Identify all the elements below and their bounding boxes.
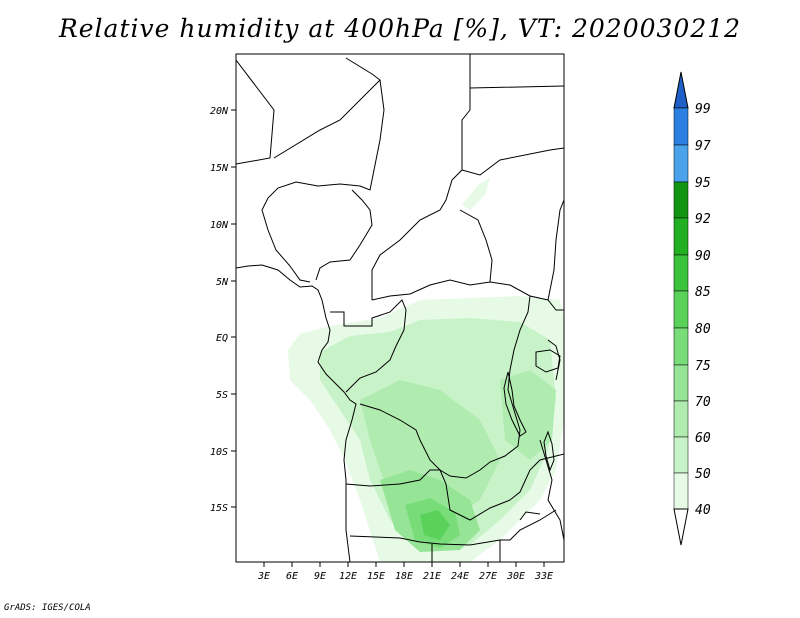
border-congo-drc xyxy=(330,299,407,393)
lat-label: 5N xyxy=(216,277,229,288)
lon-labels: 3E 6E 9E 12E 15E 18E 21E 24E 27E 30E 33E xyxy=(257,571,553,582)
colorbar-bottom-arrow xyxy=(673,508,689,546)
lake-victoria xyxy=(535,349,561,373)
lon-label: 12E xyxy=(339,571,357,582)
colorbar-swatch xyxy=(673,327,689,366)
border-drc-east xyxy=(359,295,531,479)
border-namibia-botswana xyxy=(349,509,557,562)
lon-label: 15E xyxy=(367,571,385,582)
coastline xyxy=(236,264,357,562)
border-chad-libya xyxy=(371,54,471,300)
colorbar-label: 92 xyxy=(695,212,711,227)
lat-label: 20N xyxy=(210,106,229,117)
lat-label: 15N xyxy=(210,163,229,174)
lon-label: 21E xyxy=(423,571,441,582)
border-angola-zambia xyxy=(345,453,564,521)
lon-label: 27E xyxy=(479,571,497,582)
colorbar-swatch xyxy=(673,144,689,183)
colorbar-top-arrow xyxy=(673,71,689,109)
border-car xyxy=(371,279,564,311)
humidity-area-east xyxy=(500,370,556,460)
colorbar-swatch xyxy=(673,400,689,438)
colorbar-label: 70 xyxy=(695,395,711,410)
colorbar-label: 99 xyxy=(695,102,711,117)
colorbar-swatch xyxy=(673,290,689,329)
colorbar-swatch xyxy=(673,472,689,510)
colorbar-label: 80 xyxy=(695,322,711,337)
border-tanzania-mozambique xyxy=(519,339,564,541)
colorbar-swatch xyxy=(673,254,689,292)
humidity-field xyxy=(288,178,564,562)
lake-tanganyika xyxy=(503,371,527,437)
colorbar-swatch xyxy=(673,436,689,474)
lon-label: 30E xyxy=(506,571,525,582)
lat-label: 15S xyxy=(210,503,228,514)
country-borders xyxy=(236,54,564,562)
border-niger-chad xyxy=(261,79,385,211)
lat-labels: 20N 15N 10N 5N EQ 5S 10S 15S xyxy=(210,106,229,514)
colorbar-label: 90 xyxy=(695,249,711,264)
border-sudan xyxy=(461,85,564,176)
lon-label: 6E xyxy=(286,571,298,582)
lon-label: 18E xyxy=(395,571,413,582)
colorbar-label: 95 xyxy=(695,176,711,191)
colorbar-label: 60 xyxy=(695,431,711,446)
lat-ticks xyxy=(231,109,236,508)
map-frame xyxy=(235,53,565,563)
colorbar-label: 50 xyxy=(695,467,711,482)
colorbar-label: 40 xyxy=(695,503,711,518)
lon-label: 3E xyxy=(257,571,270,582)
lon-ticks xyxy=(263,562,545,567)
lake-malawi xyxy=(543,430,555,472)
lat-label: 10N xyxy=(210,220,229,231)
colorbar-swatch xyxy=(673,107,689,146)
lat-label: 5S xyxy=(216,390,228,401)
colorbar-label: 97 xyxy=(695,139,711,154)
credit-text: GrADS: IGES/COLA xyxy=(4,603,91,613)
lat-label: 10S xyxy=(210,447,228,458)
border-south-sudan xyxy=(459,199,564,301)
lat-label: EQ xyxy=(216,333,228,344)
colorbar-label: 85 xyxy=(695,285,711,300)
colorbar-swatch xyxy=(673,217,689,256)
colorbar-swatch xyxy=(673,181,689,219)
map-title: Relative humidity at 400hPa [%], VT: 202… xyxy=(58,14,742,43)
lon-label: 9E xyxy=(314,571,326,582)
humidity-area-north xyxy=(462,178,490,210)
colorbar: 99 97 95 92 90 85 80 75 70 60 50 40 xyxy=(673,71,711,546)
lon-label: 24E xyxy=(451,571,469,582)
colorbar-label: 75 xyxy=(695,359,711,374)
lon-label: 33E xyxy=(534,571,553,582)
border-nigeria-cameroon xyxy=(261,189,373,283)
border-west-africa xyxy=(236,57,381,165)
humidity-area-south-peak xyxy=(420,510,450,540)
colorbar-swatch xyxy=(673,364,689,402)
